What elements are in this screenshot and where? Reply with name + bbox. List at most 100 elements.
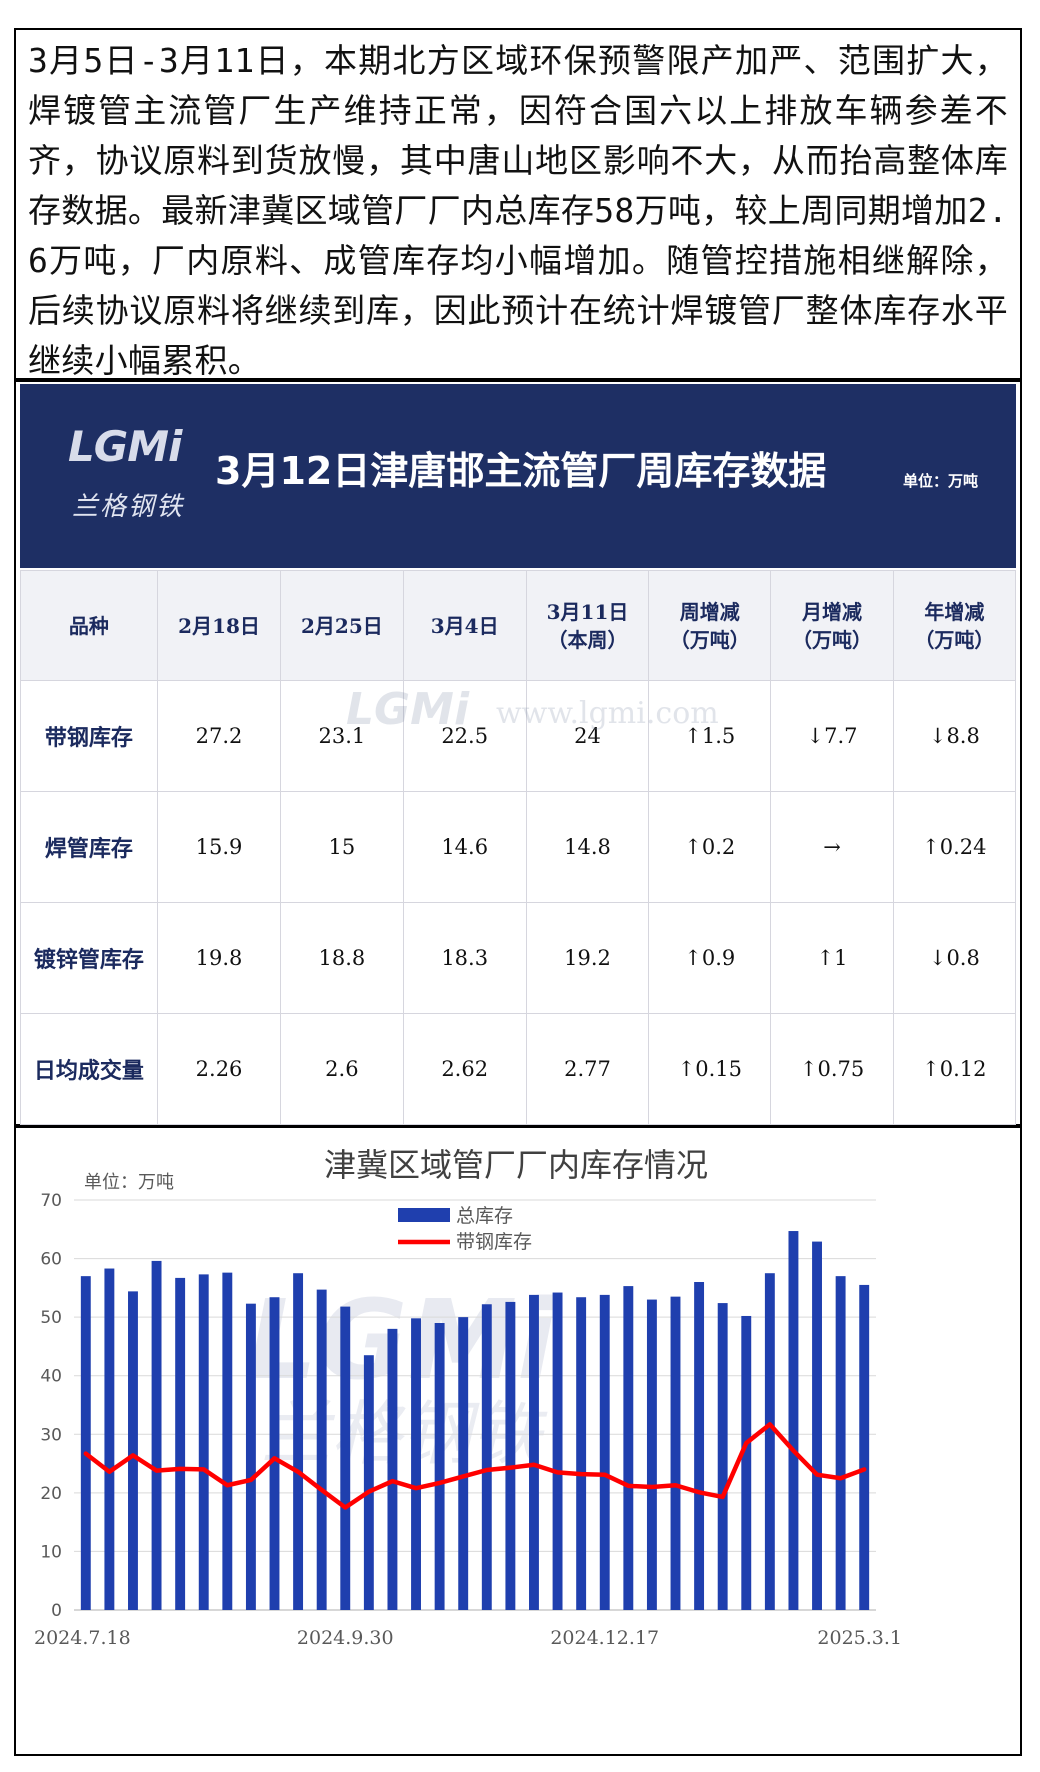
column-header-line1: 月增减: [802, 599, 863, 624]
bar: [859, 1284, 870, 1610]
column-header: 年增减 （万吨）: [892, 570, 1017, 681]
bar: [198, 1274, 209, 1610]
value-cell: 14.6: [402, 791, 527, 903]
y-tick-label: 70: [40, 1191, 62, 1211]
column-header-line2: （本周）: [547, 627, 628, 652]
bar: [623, 1286, 634, 1610]
year-change-cell: ↑0.24: [892, 791, 1017, 903]
value-cell: 19.8: [156, 902, 282, 1014]
bar: [340, 1306, 351, 1610]
column-header-line1: 3月11日: [546, 599, 629, 624]
week-change-cell: ↑0.2: [648, 791, 772, 903]
value-cell: 2.62: [402, 1013, 527, 1125]
year-change-cell: ↓8.8: [892, 680, 1017, 792]
y-tick-label: 10: [40, 1542, 62, 1562]
bar: [529, 1294, 539, 1610]
value-cell: 18.3: [402, 902, 527, 1014]
column-header: 3月4日: [402, 570, 527, 681]
bar: [646, 1299, 657, 1610]
legend-bar-label: 总库存: [456, 1205, 513, 1227]
value-cell: 2.6: [280, 1013, 404, 1125]
week-change-cell: ↑0.15: [648, 1013, 772, 1125]
value-cell: 22.5: [402, 680, 527, 792]
y-tick-label: 30: [40, 1425, 62, 1445]
year-change-cell: ↓0.8: [892, 902, 1017, 1014]
value-cell: 15: [280, 791, 404, 903]
intro-box: 3月5日-3月11日，本期北方区域环保预警限产加严、范围扩大，焊镀管主流管厂生产…: [14, 28, 1022, 380]
chart-title: 津冀区域管厂厂内库存情况: [324, 1146, 708, 1184]
column-header-line1: 年增减: [924, 599, 985, 624]
value-cell: 2.26: [156, 1013, 282, 1125]
bar: [717, 1303, 728, 1610]
column-header-line1: 品种: [68, 613, 109, 638]
bar: [316, 1289, 327, 1610]
bar: [175, 1277, 186, 1610]
column-header-line2: （万吨）: [914, 627, 995, 652]
bar: [363, 1355, 374, 1610]
bar: [434, 1323, 445, 1610]
column-header-line1: 3月4日: [430, 613, 499, 638]
bar: [788, 1231, 799, 1610]
table-row: 日均成交量 2.26 2.6 2.62 2.77 ↑0.15 ↑0.75 ↑0.12: [20, 1013, 1017, 1125]
value-cell: 23.1: [280, 680, 404, 792]
month-change-cell: ↓7.7: [770, 680, 894, 792]
x-tick-label: 2025.3.1: [817, 1627, 902, 1649]
bar: [387, 1328, 398, 1610]
bar: [293, 1273, 304, 1610]
bar: [812, 1241, 822, 1610]
bar: [552, 1292, 563, 1610]
table-row: 焊管库存 15.9 15 14.6 14.8 ↑0.2 → ↑0.24: [20, 791, 1017, 903]
inventory-table-card: LGMi 兰格钢铁 3月12日津唐邯主流管厂周库存数据 单位：万吨 品种 2月18…: [14, 380, 1022, 1126]
line-series: [83, 1422, 867, 1510]
inventory-chart: LGMi兰格钢铁010203040506070津冀区域管厂厂内库存情况单位：万吨…: [34, 1146, 902, 1649]
bar: [151, 1260, 162, 1610]
x-tick-label: 2024.9.30: [297, 1627, 394, 1649]
x-tick-label: 2024.7.18: [34, 1627, 131, 1649]
intro-text: 3月5日-3月11日，本期北方区域环保预警限产加严、范围扩大，焊镀管主流管厂生产…: [28, 41, 1008, 380]
bar: [694, 1282, 705, 1610]
week-change-cell: ↑0.9: [648, 902, 772, 1014]
value-cell: 15.9: [156, 791, 282, 903]
legend-line-label: 带钢库存: [456, 1231, 532, 1253]
y-tick-label: 40: [40, 1367, 62, 1387]
column-header: 品种: [20, 570, 158, 681]
column-header-line1: 2月18日: [178, 613, 260, 638]
month-change-cell: ↑1: [770, 902, 894, 1014]
month-change-cell: ↑0.75: [770, 1013, 894, 1125]
bar: [269, 1297, 280, 1610]
bar: [80, 1276, 91, 1610]
y-tick-label: 60: [40, 1250, 62, 1270]
banner-title: 3月12日津唐邯主流管厂周库存数据: [215, 449, 827, 493]
y-tick-label: 0: [51, 1601, 62, 1621]
bar: [576, 1297, 587, 1610]
month-change-cell: →: [770, 791, 894, 903]
bar: [835, 1276, 846, 1610]
bar: [505, 1301, 516, 1610]
column-header-line2: （万吨）: [792, 627, 873, 652]
bar: [245, 1303, 256, 1610]
value-cell: 2.77: [525, 1013, 650, 1125]
chart-unit: 单位：万吨: [84, 1172, 174, 1193]
column-header-line1: 周增减: [679, 599, 740, 624]
x-tick-label: 2024.12.17: [550, 1627, 659, 1649]
bar: [222, 1272, 233, 1610]
lgmi-logo: LGMi 兰格钢铁: [68, 422, 208, 532]
column-header-line2: （万吨）: [669, 627, 750, 652]
week-change-cell: ↑1.5: [648, 680, 772, 792]
y-tick-label: 50: [40, 1308, 62, 1328]
bar: [599, 1294, 610, 1610]
table-header-row: 品种 2月18日 2月25日 3月4日 3月11日 （本周） 周增减 （万吨） 月增减 （万吨）年…: [20, 570, 1017, 681]
bar: [481, 1304, 492, 1610]
bar: [104, 1268, 115, 1610]
column-header: 2月25日: [280, 570, 404, 681]
row-name: 日均成交量: [20, 1013, 158, 1125]
row-name: 带钢库存: [20, 680, 158, 792]
row-name: 镀锌管库存: [20, 902, 158, 1014]
bar: [670, 1296, 681, 1610]
logo-cn: 兰格钢铁: [72, 492, 185, 522]
y-tick-label: 20: [40, 1484, 62, 1504]
column-header: 月增减 （万吨）: [770, 570, 894, 681]
inventory-table: 品种 2月18日 2月25日 3月4日 3月11日 （本周） 周增减 （万吨） 月增减 （万吨）年…: [20, 570, 1017, 1125]
year-change-cell: ↑0.12: [892, 1013, 1017, 1125]
banner-unit: 单位：万吨: [903, 472, 979, 490]
